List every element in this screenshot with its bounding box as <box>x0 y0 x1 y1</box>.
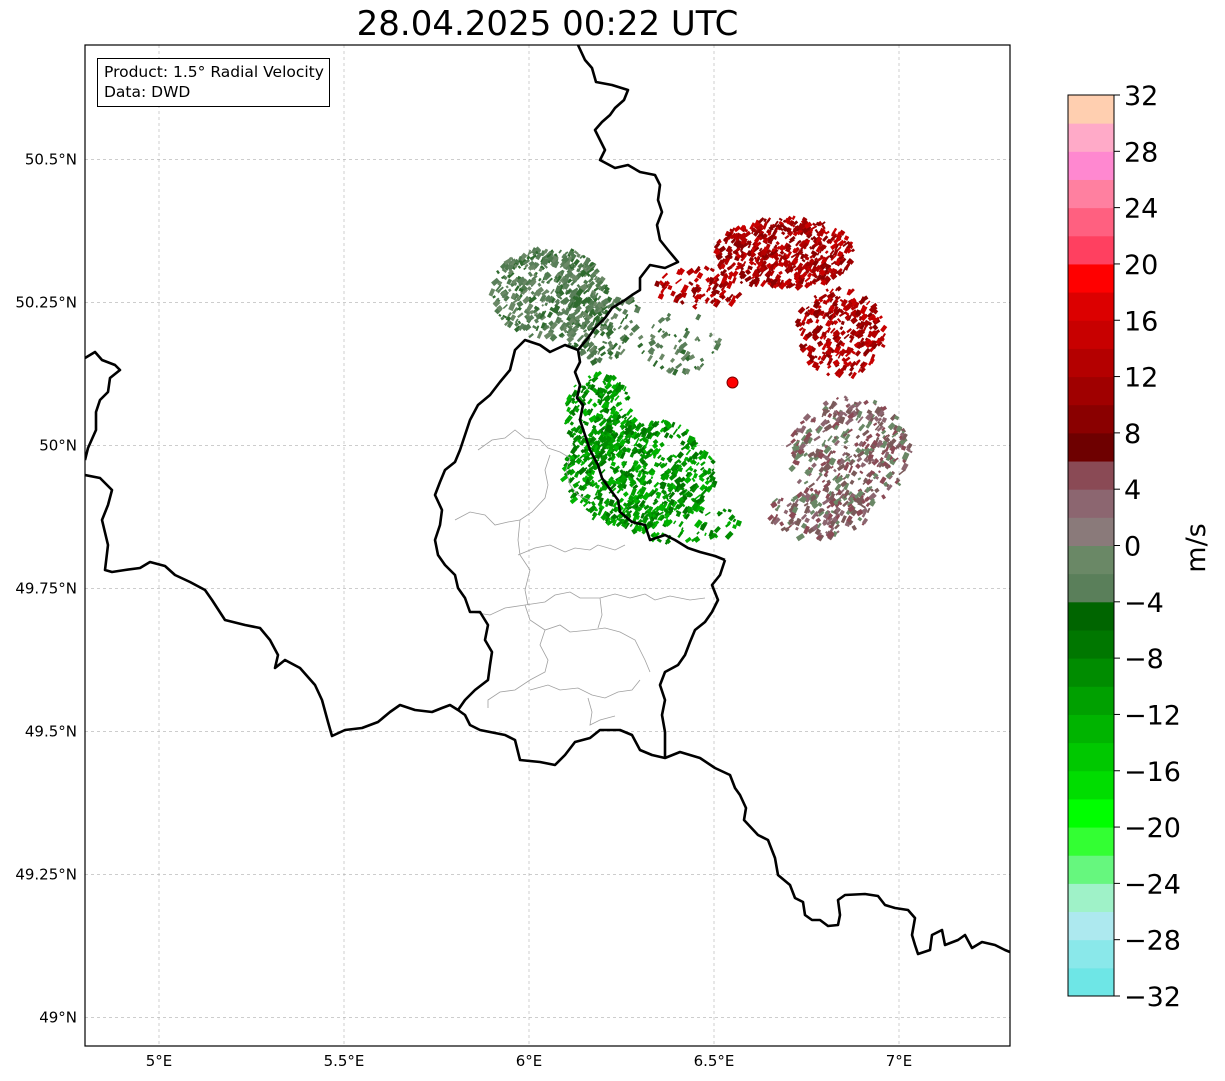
country-borders <box>85 45 1010 956</box>
colorbar-tick-label-7: 4 <box>1124 475 1141 506</box>
colorbar-segment-2 <box>1068 911 1114 941</box>
colorbar-segment-15 <box>1068 545 1114 575</box>
y-tick-label-0: 50.5°N <box>25 150 77 168</box>
y-tick-label-1: 50.25°N <box>15 293 77 311</box>
x-tick-label-0: 5°E <box>146 1052 173 1070</box>
colorbar-segment-3 <box>1068 883 1114 913</box>
y-tick-label-4: 49.5°N <box>25 722 77 740</box>
colorbar-segment-21 <box>1068 376 1114 406</box>
colorbar-segment-5 <box>1068 827 1114 856</box>
colorbar-segment-20 <box>1068 404 1114 434</box>
y-tick-label-6: 49°N <box>39 1008 77 1026</box>
colorbar-segment-24 <box>1068 292 1114 321</box>
colorbar-segment-23 <box>1068 320 1114 349</box>
x-tick-label-3: 6.5°E <box>694 1052 735 1070</box>
colorbar-unit-label: m/s <box>1181 523 1212 572</box>
radar-site-marker <box>726 376 739 389</box>
colorbar-tick-label-6: 8 <box>1124 419 1141 450</box>
colorbar-segment-26 <box>1068 235 1114 265</box>
colorbar-segment-7 <box>1068 770 1114 800</box>
x-tick-label-4: 7°E <box>886 1052 913 1070</box>
colorbar-segment-13 <box>1068 601 1114 631</box>
colorbar-tick-label-16: −32 <box>1124 982 1181 1013</box>
colorbar-segment-28 <box>1068 179 1114 209</box>
colorbar-tick-label-2: 24 <box>1124 194 1158 225</box>
colorbar-segment-0 <box>1068 967 1114 997</box>
map-frame <box>84 44 1011 1047</box>
colorbar-tick-label-10: −8 <box>1124 644 1164 675</box>
colorbar-segment-9 <box>1068 714 1114 744</box>
colorbar-segment-30 <box>1068 123 1114 152</box>
colorbar-segment-10 <box>1068 686 1114 715</box>
colorbar-tick-label-12: −16 <box>1124 757 1181 788</box>
colorbar-segment-16 <box>1068 517 1114 546</box>
colorbar-segment-17 <box>1068 489 1114 518</box>
y-tick-label-5: 49.25°N <box>15 865 77 883</box>
y-tick-label-2: 50°N <box>39 436 77 454</box>
colorbar-segment-4 <box>1068 855 1114 884</box>
axis-tick-labels: 5°E 5.5°E 6°E 6.5°E 7°E 50.5°N 50.25°N 50°N 49.7… <box>15 150 912 1070</box>
colorbar-tick-label-13: −20 <box>1124 813 1181 844</box>
colorbar-tick-label-15: −28 <box>1124 926 1181 957</box>
colorbar-segment-6 <box>1068 798 1114 828</box>
colorbar-tick-label-3: 20 <box>1124 250 1158 281</box>
colorbar-tick-label-14: −24 <box>1124 869 1181 900</box>
colorbar-tick-label-5: 12 <box>1124 363 1158 394</box>
colorbar-segment-12 <box>1068 629 1114 659</box>
velocity-colorbar: 32 28 24 20 16 12 8 4 0 −4 −8 −12 −16 −20 −24 −28 −32 <box>1067 81 1181 1013</box>
colorbar-segment-27 <box>1068 207 1114 237</box>
colorbar-tick-label-1: 28 <box>1124 137 1158 168</box>
product-label: Product: 1.5° Radial Velocity <box>104 63 324 81</box>
colorbar-segment-19 <box>1068 432 1114 462</box>
radar-velocity-echoes <box>488 215 913 545</box>
colorbar-tick-label-11: −12 <box>1124 700 1181 731</box>
info-box: Product: 1.5° Radial Velocity Data: DWD <box>97 58 330 107</box>
colorbar-segment-22 <box>1068 348 1114 378</box>
luxembourg-district-boundaries <box>454 429 706 726</box>
colorbar-segment-11 <box>1068 658 1114 687</box>
y-tick-label-3: 49.75°N <box>15 579 77 597</box>
colorbar-tick-label-8: 0 <box>1124 532 1141 563</box>
colorbar-tick-label-9: −4 <box>1124 588 1164 619</box>
colorbar-segment-18 <box>1068 461 1114 490</box>
colorbar-tick-label-4: 16 <box>1124 306 1158 337</box>
colorbar-segment-25 <box>1068 263 1114 293</box>
colorbar-segment-14 <box>1068 573 1114 603</box>
map-title: 28.04.2025 00:22 UTC <box>356 4 739 44</box>
colorbar-segment-1 <box>1068 939 1114 969</box>
data-source-label: Data: DWD <box>104 83 191 101</box>
colorbar-segment-29 <box>1068 151 1114 180</box>
colorbar-segment-8 <box>1068 742 1114 772</box>
x-tick-label-2: 6°E <box>516 1052 543 1070</box>
colorbar-tick-label-0: 32 <box>1124 81 1158 112</box>
colorbar-segment-31 <box>1068 95 1114 124</box>
x-tick-label-1: 5.5°E <box>324 1052 365 1070</box>
